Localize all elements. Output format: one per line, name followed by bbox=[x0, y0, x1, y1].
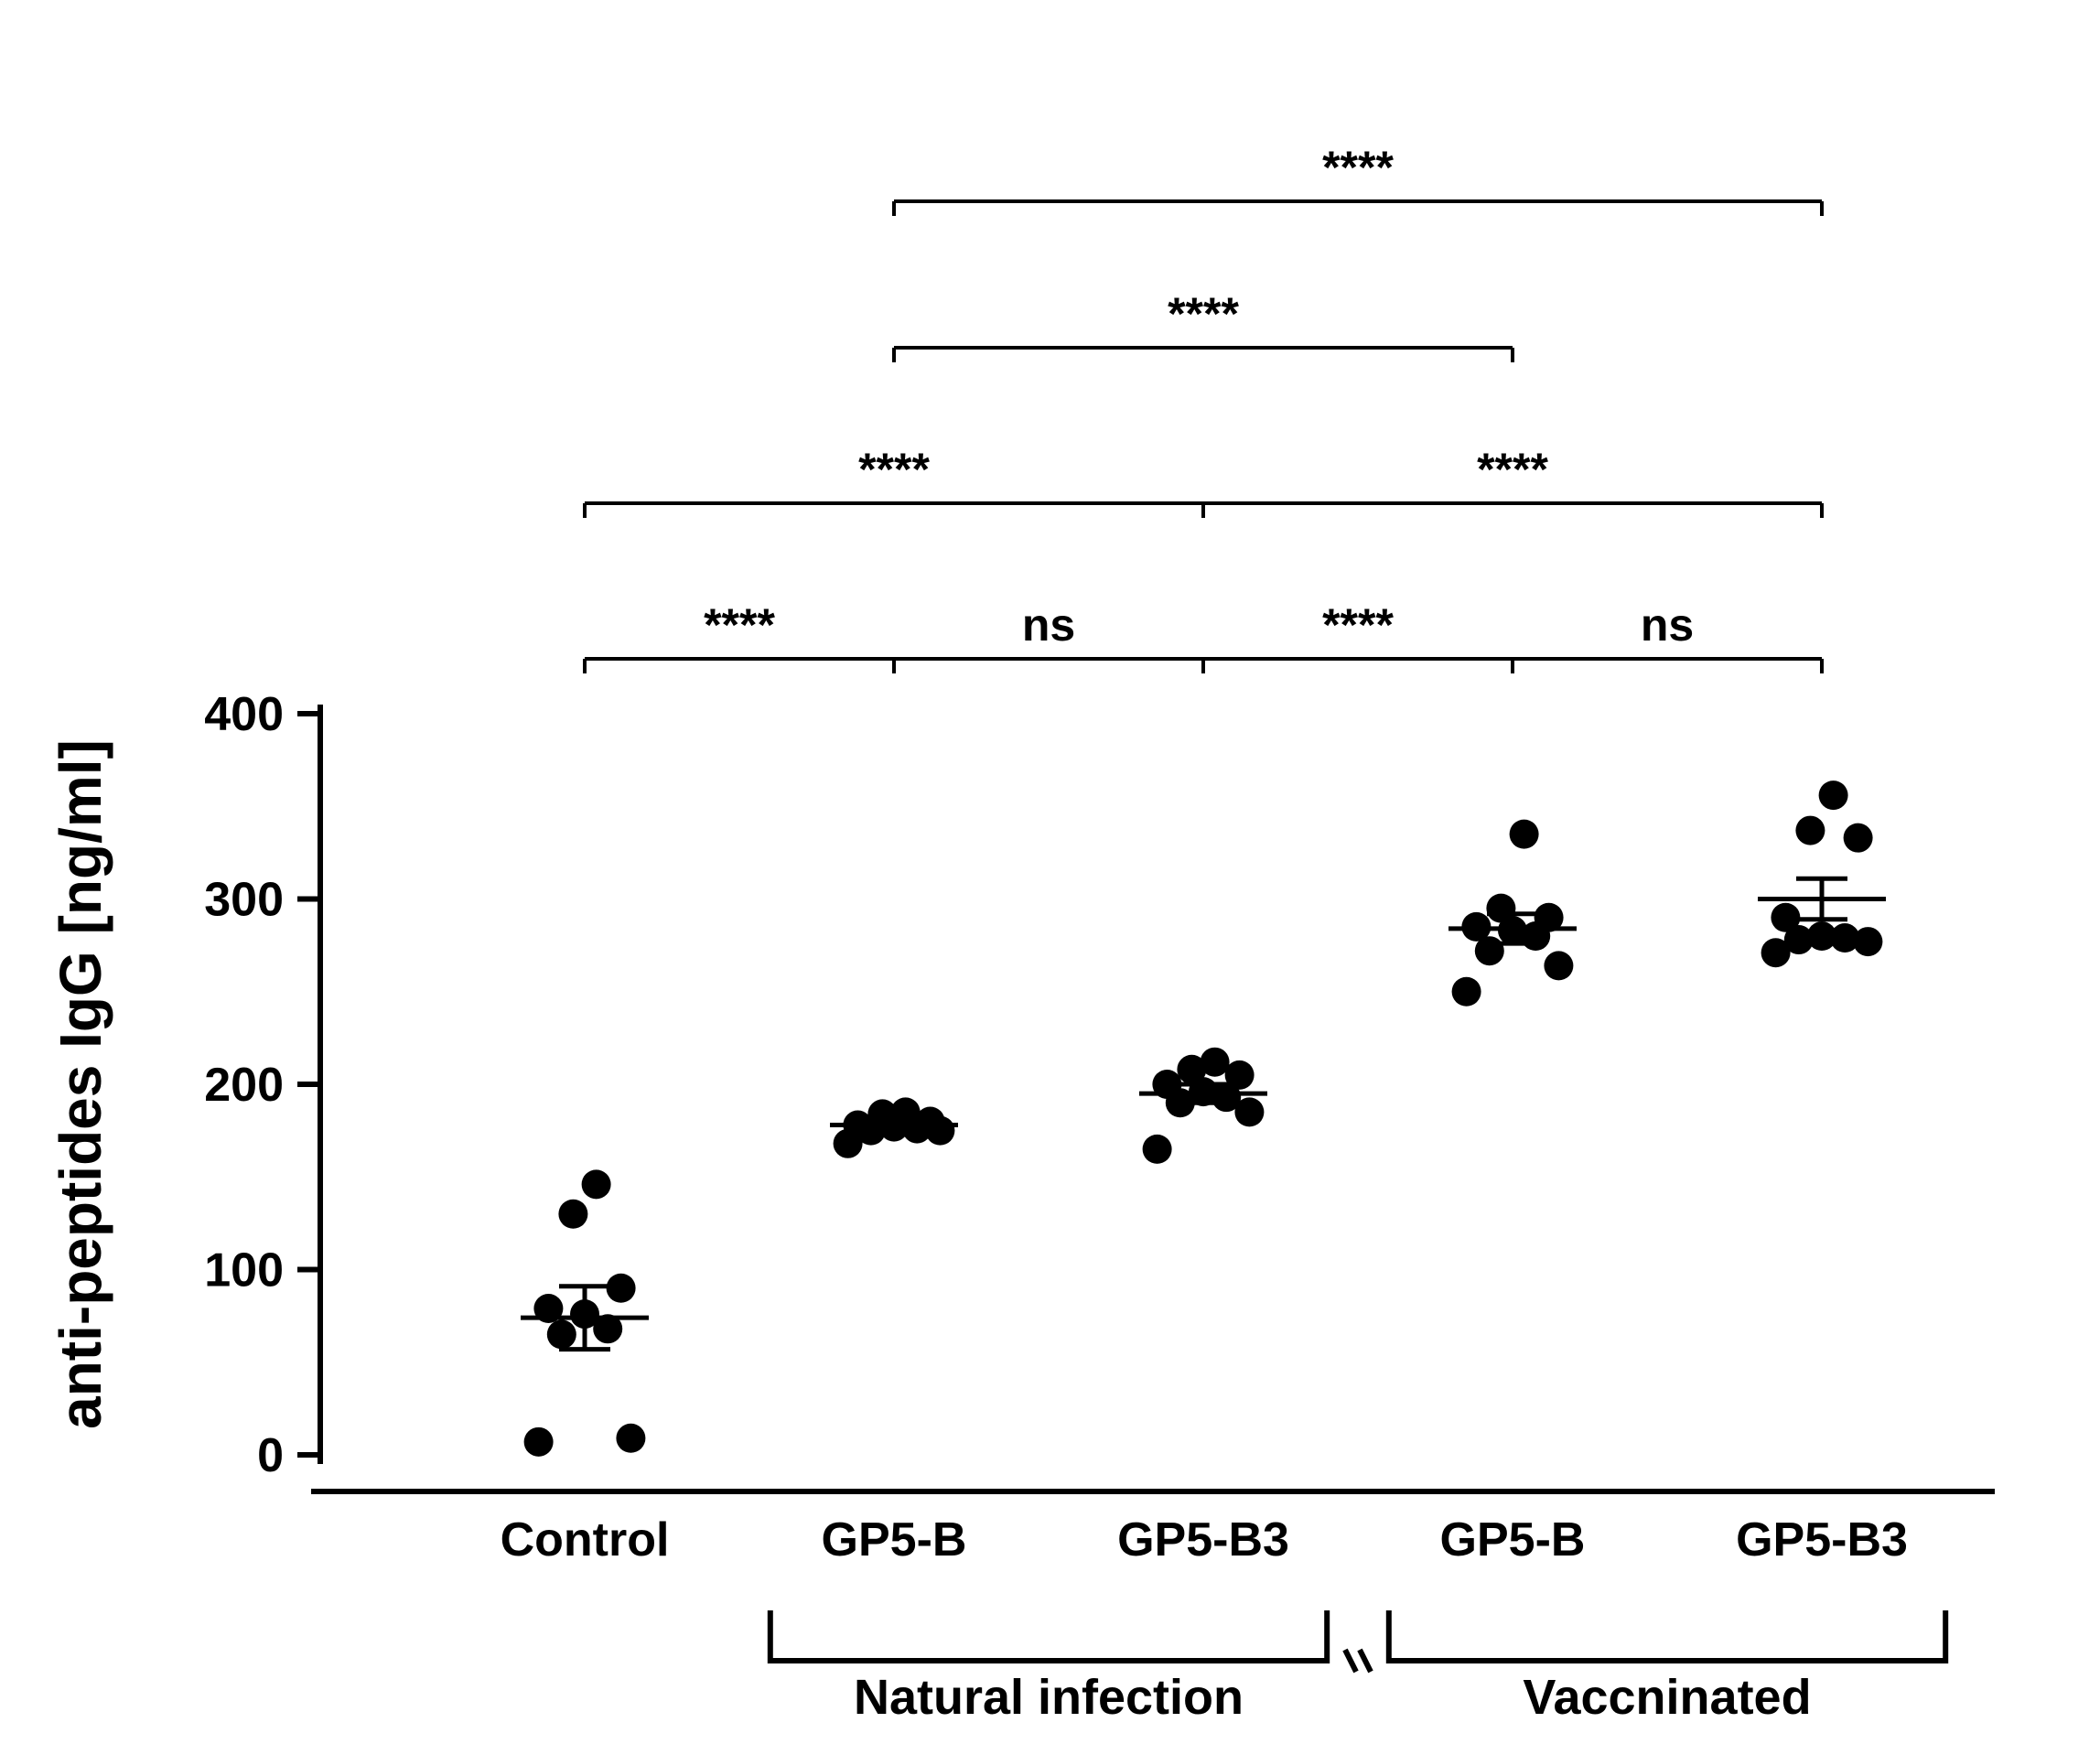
data-point bbox=[1452, 977, 1481, 1007]
data-point bbox=[1771, 903, 1800, 932]
data-point bbox=[1143, 1135, 1172, 1164]
subgroup-label: Vaccninated bbox=[1523, 1670, 1811, 1725]
data-point bbox=[1225, 1060, 1255, 1090]
data-point bbox=[1544, 951, 1573, 980]
significance-label: **** bbox=[704, 599, 775, 651]
chart-container: 0 100 200 300 400 anti-peptides IgG [ng/ml] Co… bbox=[0, 0, 2100, 1744]
x-tick-label: GP5-B bbox=[822, 1513, 967, 1566]
bracket-break bbox=[1360, 1650, 1371, 1672]
y-axis-label: anti-peptides IgG [ng/ml] bbox=[48, 739, 113, 1429]
y-tick-label: 0 bbox=[257, 1429, 284, 1482]
data-point bbox=[1201, 1048, 1230, 1077]
data-point bbox=[616, 1424, 645, 1453]
y-tick-label: 100 bbox=[204, 1244, 284, 1297]
data-point bbox=[1807, 921, 1836, 951]
significance-label: **** bbox=[1322, 599, 1394, 651]
bracket-break bbox=[1345, 1650, 1356, 1672]
x-tick-label: Control bbox=[501, 1513, 670, 1566]
data-point bbox=[524, 1427, 554, 1457]
data-point bbox=[1819, 780, 1848, 810]
x-tick-label: GP5-B3 bbox=[1117, 1513, 1289, 1566]
data-point bbox=[547, 1319, 576, 1349]
significance-label: ns bbox=[1022, 599, 1075, 651]
dotplot-chart: 0 100 200 300 400 anti-peptides IgG [ng/ml] Co… bbox=[0, 0, 2100, 1744]
significance-label: **** bbox=[858, 444, 930, 495]
data-point bbox=[1795, 816, 1825, 845]
data-point bbox=[582, 1169, 611, 1199]
subgroup-bracket bbox=[1389, 1610, 1945, 1661]
data-point bbox=[1844, 824, 1873, 853]
y-tick-label: 200 bbox=[204, 1059, 284, 1112]
significance-label: **** bbox=[1168, 288, 1239, 339]
y-tick-label: 300 bbox=[204, 874, 284, 927]
y-tick-label: 400 bbox=[204, 688, 284, 741]
data-point bbox=[1510, 820, 1539, 849]
subgroup-label: Natural infection bbox=[854, 1670, 1244, 1725]
significance-label: **** bbox=[1477, 444, 1548, 495]
significance-label: ns bbox=[1641, 599, 1694, 651]
x-tick-label: GP5-B3 bbox=[1736, 1513, 1908, 1566]
x-tick-label: GP5-B bbox=[1440, 1513, 1586, 1566]
data-point bbox=[607, 1274, 636, 1303]
subgroup-bracket bbox=[770, 1610, 1327, 1661]
data-point bbox=[558, 1200, 587, 1229]
significance-label: **** bbox=[1322, 142, 1394, 193]
